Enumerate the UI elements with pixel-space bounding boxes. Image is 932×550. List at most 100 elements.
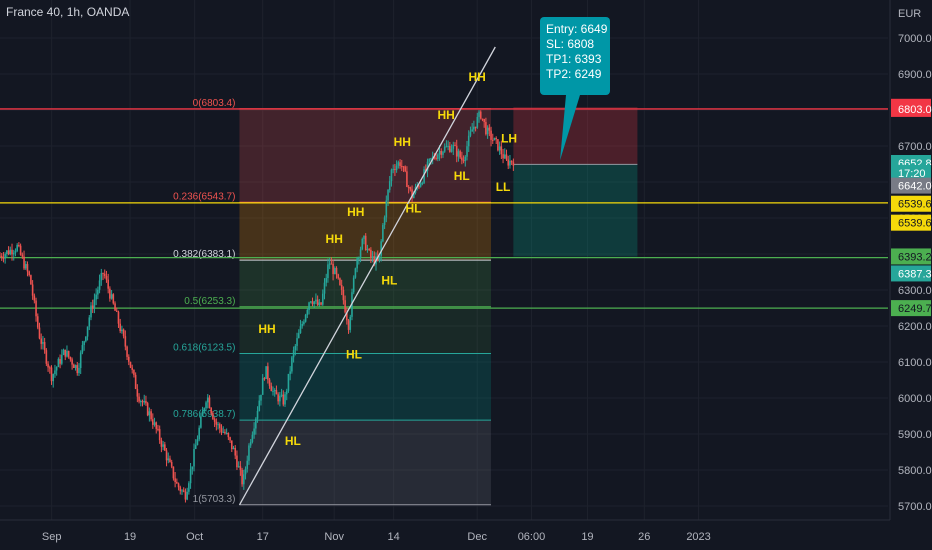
candle-body	[406, 171, 408, 187]
structure-label: HH	[258, 322, 275, 336]
candle-body	[146, 403, 149, 416]
candle-body	[186, 491, 188, 500]
candle-body	[402, 166, 405, 168]
price-tick-label: 5800.0	[898, 465, 932, 477]
candle-body	[71, 359, 73, 365]
candle-body	[368, 249, 370, 251]
candle-body	[297, 333, 300, 339]
price-tag	[891, 195, 931, 212]
candle-body	[196, 439, 199, 446]
candle-body	[86, 326, 89, 337]
candle-body	[148, 411, 151, 416]
candle-body	[21, 254, 24, 257]
candle-body	[157, 428, 159, 430]
candle-body	[471, 129, 473, 132]
candle-body	[479, 111, 482, 119]
structure-label: HH	[326, 232, 343, 246]
candle-body	[47, 363, 49, 368]
candle-body	[371, 256, 374, 258]
candle-body	[124, 336, 127, 347]
candle-body	[394, 169, 396, 171]
candle-body	[280, 394, 283, 396]
candle-body	[54, 370, 56, 375]
candle-body	[9, 249, 12, 255]
candle-body	[428, 158, 431, 162]
candle-body	[93, 299, 96, 309]
candle-body	[495, 137, 498, 140]
price-tick-label: 6300.0	[898, 285, 932, 297]
candle-body	[289, 371, 291, 374]
candle-body	[133, 369, 135, 375]
candle-body	[467, 135, 470, 147]
candle-body	[177, 483, 180, 488]
structure-label: HL	[454, 169, 470, 183]
candle-body	[230, 440, 233, 450]
candle-body	[370, 249, 372, 258]
candle-body	[440, 150, 443, 155]
fib-level-label: 0.618(6123.5)	[173, 343, 235, 354]
candle-body	[220, 428, 223, 433]
candle-body	[182, 490, 185, 492]
candle-body	[412, 192, 415, 199]
candle-body	[243, 474, 245, 485]
candle-body	[85, 336, 87, 342]
candle-body	[129, 361, 132, 368]
candle-body	[160, 440, 163, 447]
time-tick-label: 2023	[686, 531, 710, 543]
candle-body	[488, 127, 491, 131]
symbol-title: France 40, 1h, OANDA	[6, 5, 130, 19]
candle-body	[217, 424, 219, 426]
candle-body	[498, 146, 501, 151]
candle-body	[16, 244, 18, 252]
candle-body	[246, 460, 249, 469]
candle-body	[273, 390, 276, 392]
candle-body	[126, 346, 128, 357]
price-tick-label: 6700.0	[898, 141, 932, 153]
candle-body	[258, 400, 261, 411]
candle-body	[438, 150, 441, 155]
candle-body	[275, 390, 278, 395]
candle-body	[466, 146, 468, 157]
candle-body	[212, 413, 214, 420]
price-tag	[891, 300, 931, 317]
candle-body	[318, 302, 321, 306]
candle-body	[339, 278, 341, 285]
candle-body	[0, 255, 1, 257]
fib-zone	[239, 353, 491, 421]
candle-body	[323, 282, 326, 294]
candle-body	[387, 189, 389, 201]
candle-body	[299, 326, 302, 334]
candle-body	[236, 455, 238, 468]
candle-body	[347, 320, 350, 330]
candle-body	[164, 444, 166, 451]
fib-level-label: 0.5(6253.3)	[184, 296, 235, 307]
candle-body	[76, 365, 79, 374]
candle-body	[55, 367, 58, 371]
candle-body	[169, 458, 171, 463]
candle-body	[320, 302, 322, 305]
candle-body	[213, 419, 216, 422]
price-tag	[891, 100, 931, 117]
structure-label: HH	[347, 205, 364, 219]
candle-body	[461, 157, 463, 161]
candle-body	[7, 250, 10, 255]
candle-body	[431, 156, 434, 159]
price-tag-label: 6539.6	[898, 199, 932, 211]
candle-body	[464, 156, 467, 161]
callout-text: TP1: 6393	[546, 52, 602, 66]
candle-body	[117, 311, 120, 324]
time-tick-label: 19	[581, 531, 593, 543]
candle-body	[383, 217, 386, 225]
candle-body	[308, 302, 310, 311]
candle-body	[201, 411, 204, 417]
candle-body	[443, 146, 446, 152]
candle-body	[321, 293, 324, 305]
candle-body	[388, 181, 391, 190]
candle-body	[31, 284, 34, 296]
candle-body	[200, 416, 202, 428]
candle-body	[500, 146, 503, 155]
candle-body	[437, 154, 439, 160]
candle-body	[103, 273, 106, 276]
candle-body	[218, 424, 221, 429]
